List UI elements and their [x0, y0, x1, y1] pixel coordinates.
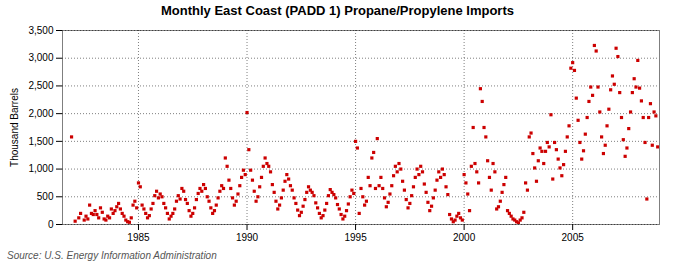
svg-text:3,500: 3,500 [28, 25, 53, 36]
svg-text:2000: 2000 [453, 232, 476, 243]
svg-text:2,000: 2,000 [28, 108, 53, 119]
svg-text:1,500: 1,500 [28, 136, 53, 147]
svg-text:1,000: 1,000 [28, 163, 53, 174]
svg-text:3,000: 3,000 [28, 52, 53, 63]
svg-text:Thousand Barrels: Thousand Barrels [9, 88, 20, 167]
svg-text:500: 500 [37, 191, 54, 202]
html-text:Source: U.S. Energy Informatio: Source: U.S. Energy Information Administ… [7, 250, 217, 261]
svg-text:1995: 1995 [344, 232, 367, 243]
svg-text:2005: 2005 [562, 232, 585, 243]
svg-text:2,500: 2,500 [28, 80, 53, 91]
html-text:Monthly East Coast (PADD 1) Pr: Monthly East Coast (PADD 1) Propane/Prop… [161, 3, 514, 18]
svg-text:1985: 1985 [127, 232, 150, 243]
svg-text:0: 0 [48, 219, 54, 230]
svg-text:1990: 1990 [236, 232, 259, 243]
